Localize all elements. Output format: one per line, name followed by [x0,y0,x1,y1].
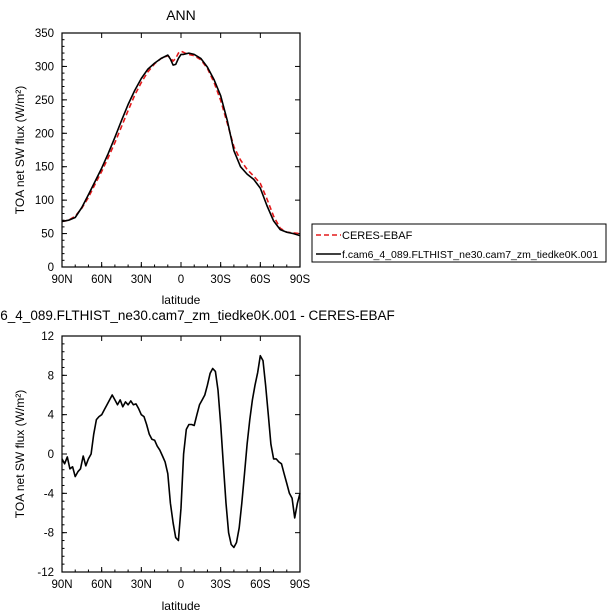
bottom-plot-frame [61,335,301,573]
top-panel-ticks: 90N 60N 30N 0 30S 60S 90S 0 50 100 150 200 250 300 350 [35,28,311,286]
top-panel-series [61,50,301,237]
top-y-tick-label: 100 [35,195,54,207]
top-series-line-1 [61,50,301,235]
bottom-y-tick-label: 4 [48,410,55,422]
top-x-tick-label: 30N [131,274,152,286]
bottom-x-tick-label: 90N [51,579,72,591]
bottom-x-tick-label: 0 [178,579,184,591]
top-series-line-2 [61,52,301,237]
top-y-tick-label: 350 [35,28,54,40]
legend-label-ceres: CERES-EBAF [342,230,413,242]
bottom-y-tick-label: -12 [37,567,54,579]
top-x-axis-label: latitude [162,293,201,307]
top-y-tick-label: 250 [35,95,54,107]
legend-box [311,223,607,263]
top-y-tick-label: 0 [48,262,54,274]
bottom-x-tick-label: 30S [210,579,231,591]
bottom-x-tick-label: 60N [91,579,112,591]
bottom-panel-title: f.cam6_4_089.FLTHIST_ne30.cam7_zm_tiedke… [0,308,395,323]
top-x-tick-label: 30S [210,274,231,286]
top-x-tick-label: 60S [250,274,271,286]
top-y-tick-label: 300 [35,61,54,73]
top-y-tick-label: 200 [35,128,54,140]
bottom-x-axis-label: latitude [162,599,201,613]
top-y-tick-label: 50 [41,229,54,241]
top-x-tick-label: 0 [178,274,184,286]
bottom-y-tick-label: 8 [48,370,54,382]
top-plot-frame [61,32,301,268]
top-x-tick-label: 90N [51,274,72,286]
legend: CERES-EBAF f.cam6_4_089.FLTHIST_ne30.cam… [311,223,607,263]
top-x-tick-label: 60N [91,274,112,286]
bottom-y-tick-label: -8 [44,528,54,540]
bottom-y-tick-label: 0 [48,449,54,461]
bottom-x-tick-label: 90S [290,579,311,591]
bottom-x-tick-label: 60S [250,579,271,591]
top-y-axis-label: TOA net SW flux (W/m²) [13,86,27,214]
bottom-y-tick-label: 12 [41,331,54,343]
top-y-tick-label: 150 [35,162,54,174]
bottom-panel: f.cam6_4_089.FLTHIST_ne30.cam7_zm_tiedke… [0,308,395,613]
top-x-tick-label: 90S [290,274,311,286]
top-panel-title: ANN [166,7,196,23]
bottom-series-line-1 [61,354,301,549]
bottom-panel-ticks: 90N 60N 30N 0 30S 60S 90S -12 -8 -4 0 4 8 12 [37,331,310,591]
bottom-y-axis-label: TOA net SW flux (W/m²) [13,390,27,518]
top-panel: ANN 90N 60N 30N 0 30S 60S 90S 0 50 100 150 200 250 30… [13,7,311,307]
bottom-x-tick-label: 30N [131,579,152,591]
bottom-y-tick-label: -4 [44,488,55,500]
bottom-panel-series [61,354,301,549]
legend-label-model: f.cam6_4_089.FLTHIST_ne30.cam7_zm_tiedke… [342,249,598,261]
